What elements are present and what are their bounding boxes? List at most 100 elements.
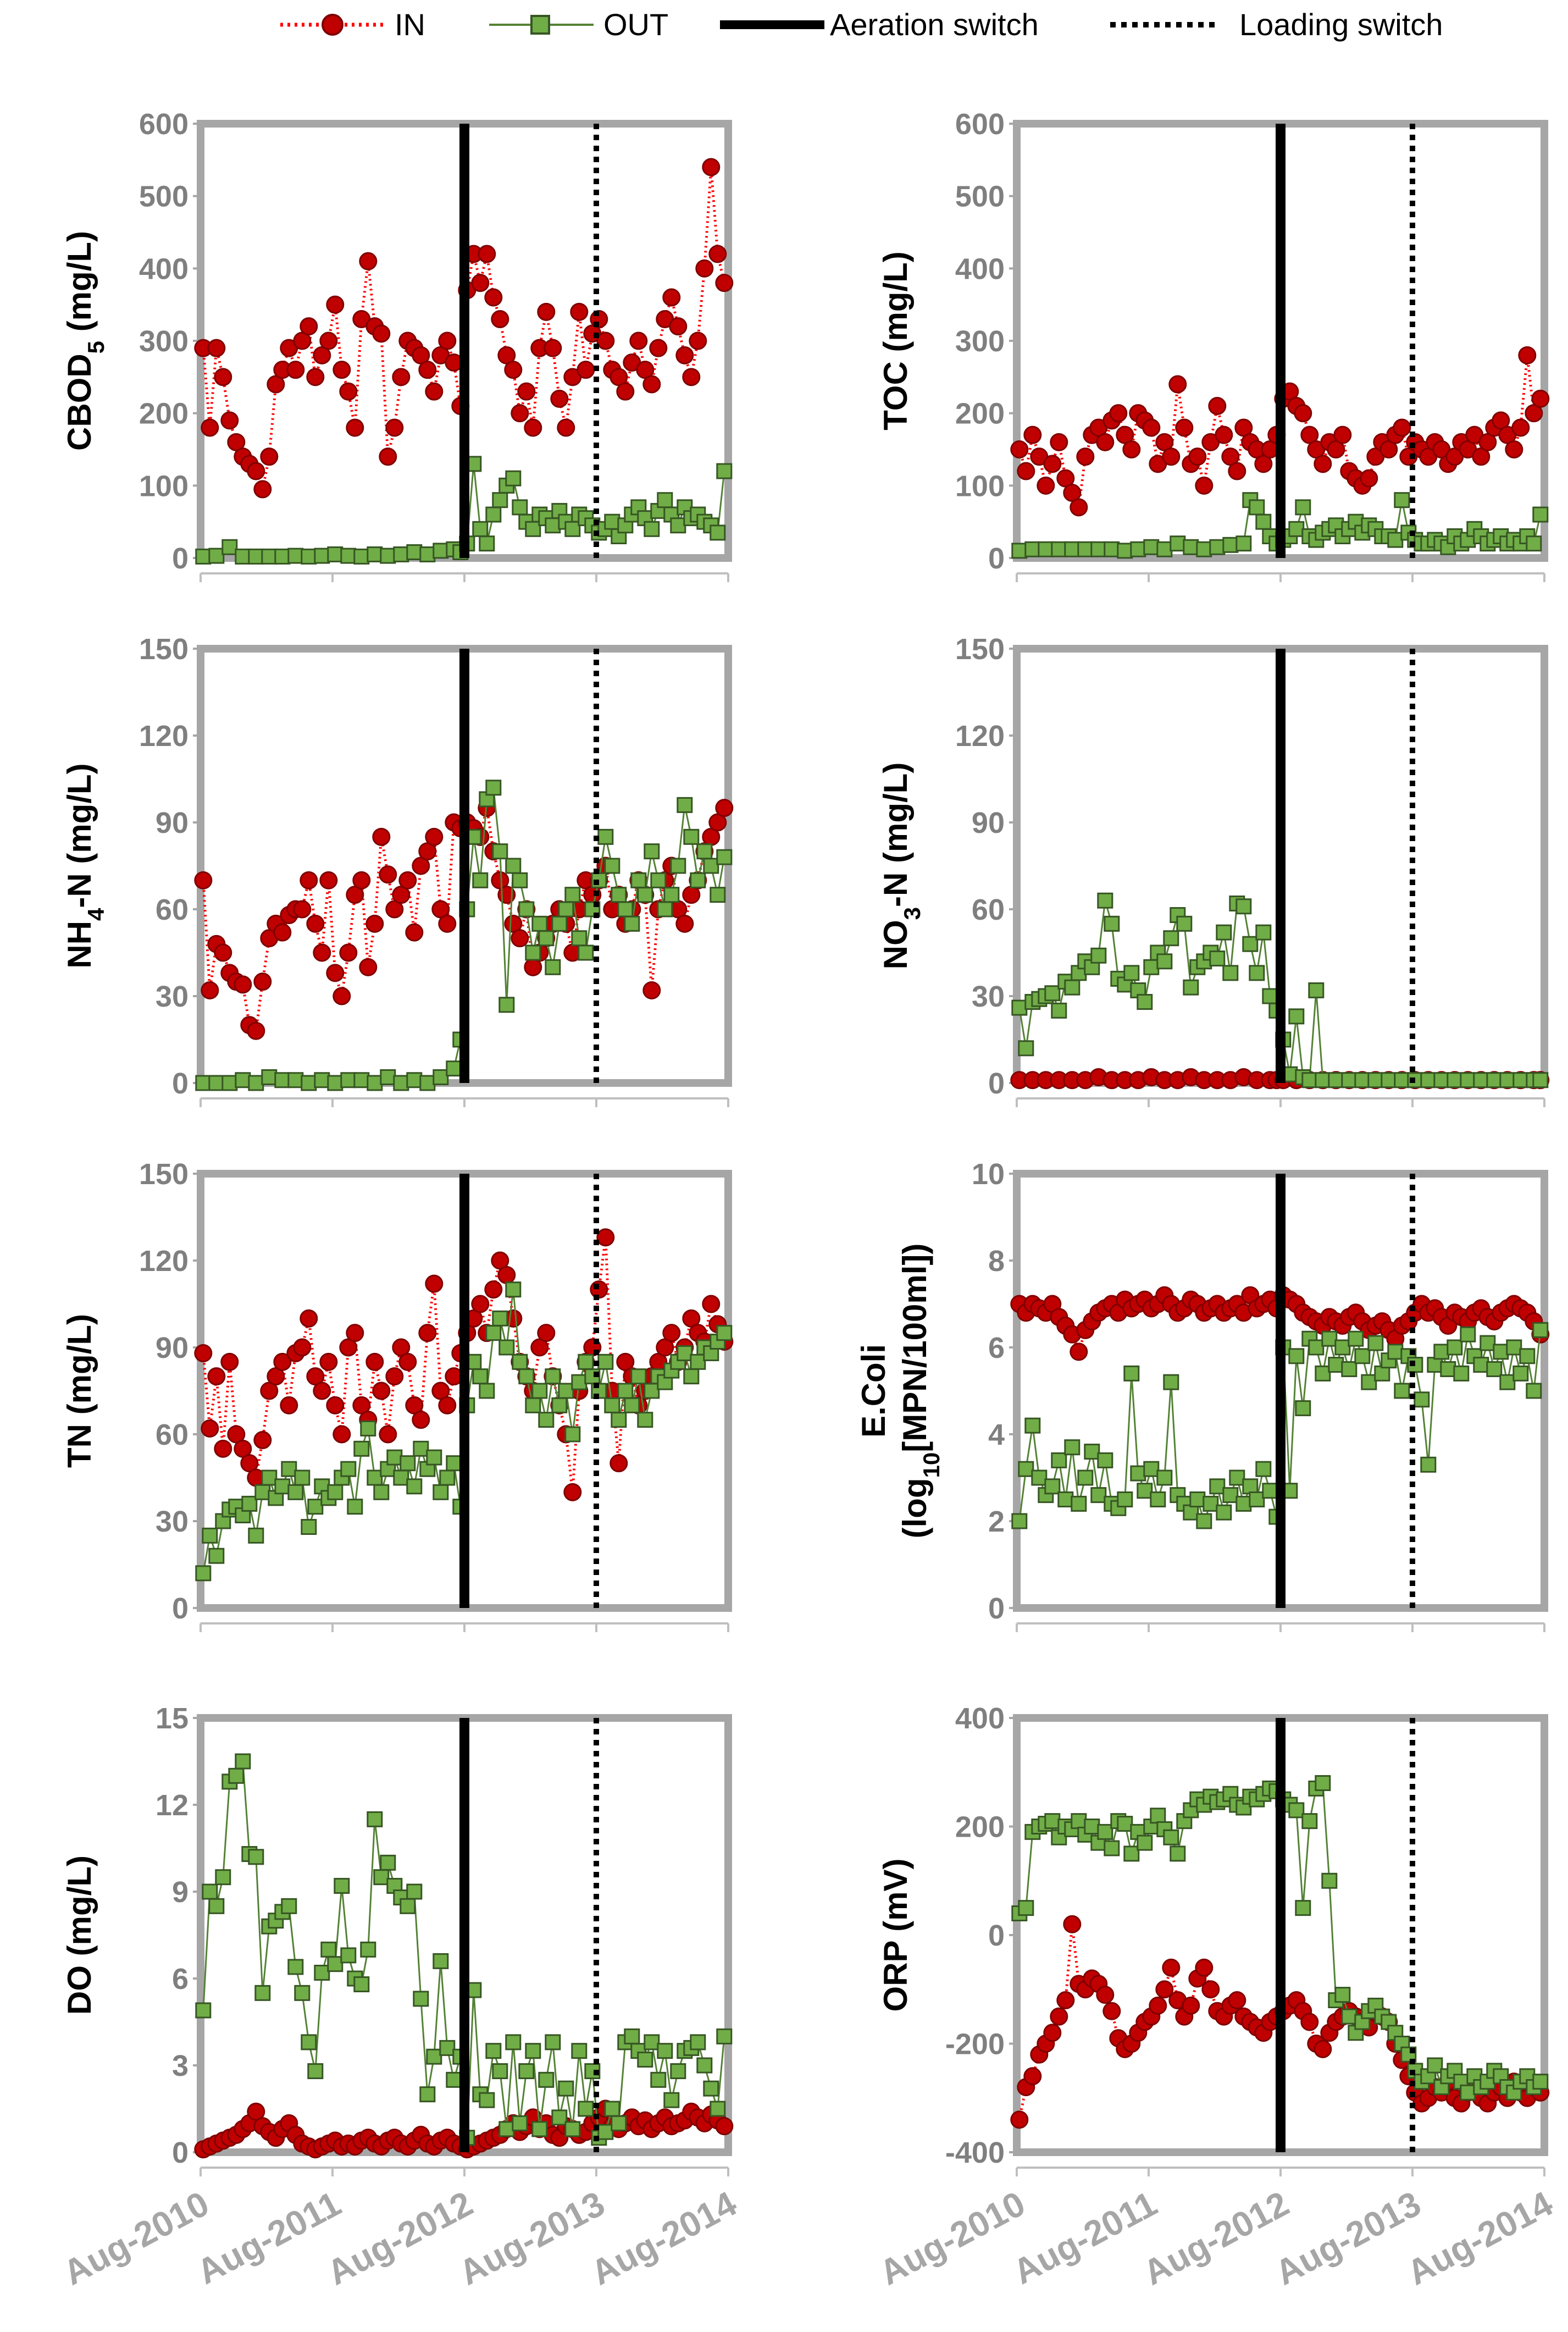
in-point [253,480,272,499]
out-point [1150,1491,1166,1507]
out-point [485,1325,502,1341]
y-axis-label: CBOD5 (mg/L) [61,231,109,451]
out-point [1156,953,1173,970]
y-tick-label: 60 [156,893,189,926]
out-point [1341,1072,1358,1088]
out-point [340,1947,357,1964]
in-point [550,389,569,408]
y-axis-label: NH4-N (mg/L) [61,763,109,968]
in-point [695,259,714,278]
out-point [287,548,304,564]
in-point [214,368,232,386]
out-point [604,2101,620,2117]
out-point [208,1075,225,1091]
out-point [485,780,502,796]
out-point [221,539,238,555]
out-point [1077,1469,1094,1486]
in-point [642,981,661,999]
out-point [472,872,489,888]
out-point [716,463,733,479]
out-point [406,1072,423,1088]
out-point [710,524,726,541]
in-point [372,324,391,343]
in-point [497,1266,516,1284]
out-point [1183,979,1199,996]
out-point [419,1075,436,1091]
out-point [1255,924,1272,941]
y-axis-label: DO (mg/L) [61,1855,98,2015]
out-point [611,2115,627,2131]
out-point [1532,506,1549,523]
out-point [1506,1339,1522,1356]
in-point [1162,1958,1181,1977]
out-point [597,1353,614,1370]
out-point [1512,1365,1529,1381]
in-point [398,871,417,889]
out-point [1367,1072,1384,1088]
in-point [504,914,523,933]
in-point [1149,1996,1167,2015]
out-point [287,1959,304,1975]
out-point [604,513,620,530]
out-point [215,1869,231,1886]
in-point [1056,1991,1075,2009]
out-point [525,944,541,961]
out-point [1104,541,1120,557]
out-point [558,2080,574,2097]
y-tick-label: 2 [988,1505,1005,1538]
out-point [531,915,548,932]
out-point [564,887,581,903]
out-point [314,548,330,564]
y-tick-label: 6 [988,1331,1005,1364]
y-tick-label: 12 [156,1789,189,1822]
out-point [1235,535,1252,552]
in-point [484,288,503,307]
y-tick-label: 0 [988,1067,1005,1100]
out-point [485,506,502,523]
out-point [578,944,594,961]
out-point [1499,1374,1516,1390]
out-point [446,2071,462,2088]
out-point [479,2092,495,2108]
out-point [1460,1072,1476,1088]
out-point [1097,1452,1113,1468]
out-point [1315,1775,1331,1791]
out-point [1071,1813,1087,1830]
out-point [235,548,251,565]
out-point [663,887,680,903]
in-point [392,1338,411,1357]
out-point [367,546,383,562]
legend-loading-label: Loading switch [1239,7,1443,42]
y-tick-label: 400 [955,252,1005,285]
in-point [689,331,707,350]
out-point [512,872,528,888]
in-point [1050,2007,1068,2026]
in-point [1327,440,1345,458]
y-tick-label: 3 [172,2049,189,2082]
out-point [1301,1813,1318,1830]
out-point [360,1420,376,1436]
out-point [202,1883,218,1900]
out-point [1394,492,1410,509]
out-point [644,2034,660,2051]
in-point [1188,447,1207,466]
out-point [446,1455,462,1472]
out-point [650,2071,667,2088]
x-tick-label: Aug-2010 [57,2184,215,2293]
out-point [1387,1344,1404,1360]
out-point [1242,1478,1259,1495]
out-point [327,1484,343,1500]
out-point [287,1072,304,1088]
in-point [379,865,397,884]
in-point [629,331,648,350]
in-point [1314,2040,1332,2058]
out-point [1011,543,1028,559]
out-point [208,1898,225,1914]
out-point [492,492,508,509]
in-point [1228,1991,1246,2009]
out-point [1493,1344,1509,1360]
y-tick-label: 300 [955,325,1005,358]
out-point [683,1368,700,1385]
in-point [273,923,292,942]
x-tick-label: Aug-2012 [1137,2184,1295,2293]
